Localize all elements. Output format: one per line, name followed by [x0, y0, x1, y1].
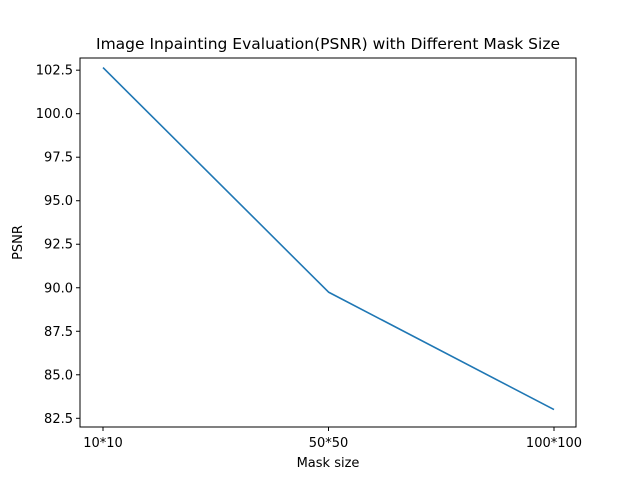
y-tick-label: 97.5 — [44, 151, 73, 166]
y-tick-label: 100.0 — [36, 107, 73, 122]
y-axis-label: PSNR — [11, 225, 26, 260]
x-tick-label: 100*100 — [526, 436, 582, 451]
plot-frame — [79, 57, 577, 428]
y-tick-label: 82.5 — [44, 412, 73, 427]
y-tick-label: 87.5 — [44, 325, 73, 340]
y-tick-label: 90.0 — [44, 281, 73, 296]
y-tick-label: 92.5 — [44, 238, 73, 253]
y-tick-label: 102.5 — [36, 64, 73, 79]
series-line — [102, 67, 555, 411]
x-axis-label: Mask size — [297, 456, 360, 471]
x-tick-label: 50*50 — [309, 436, 349, 451]
y-tick-label: 85.0 — [44, 368, 73, 383]
chart-title: Image Inpainting Evaluation(PSNR) with D… — [96, 35, 560, 53]
x-tick-label: 10*10 — [83, 436, 123, 451]
y-tick-label: 95.0 — [44, 194, 73, 209]
